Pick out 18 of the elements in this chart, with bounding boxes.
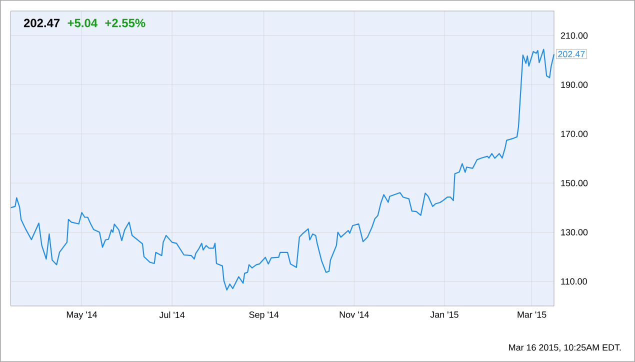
y-tick-label: 170.00 — [561, 130, 588, 138]
x-tick-label: Jan '15 — [430, 312, 458, 318]
y-tick-label: 150.00 — [561, 180, 588, 186]
line-series — [10, 48, 555, 291]
annotation: +2.55% — [105, 18, 146, 28]
text: Mar 16 2015, 10:25AM EDT. — [509, 344, 621, 352]
y-tick-label: 130.00 — [561, 229, 588, 236]
annotation: 202.47 — [558, 50, 585, 58]
y-tick-label: 210.00 — [560, 32, 588, 39]
x-tick-label: May '14 — [66, 312, 98, 320]
annotation: 202.47 — [24, 18, 60, 28]
x-tick-label: Nov '14 — [340, 312, 369, 318]
y-tick-label: 190.00 — [561, 82, 588, 88]
x-tick-label: Sep '14 — [249, 312, 279, 320]
y-tick-label: 110.00 — [561, 278, 587, 285]
x-tick-label: Jul '14 — [159, 312, 185, 318]
x-tick-label: Mar '15 — [518, 312, 546, 318]
annotation: +5.04 — [68, 18, 98, 28]
